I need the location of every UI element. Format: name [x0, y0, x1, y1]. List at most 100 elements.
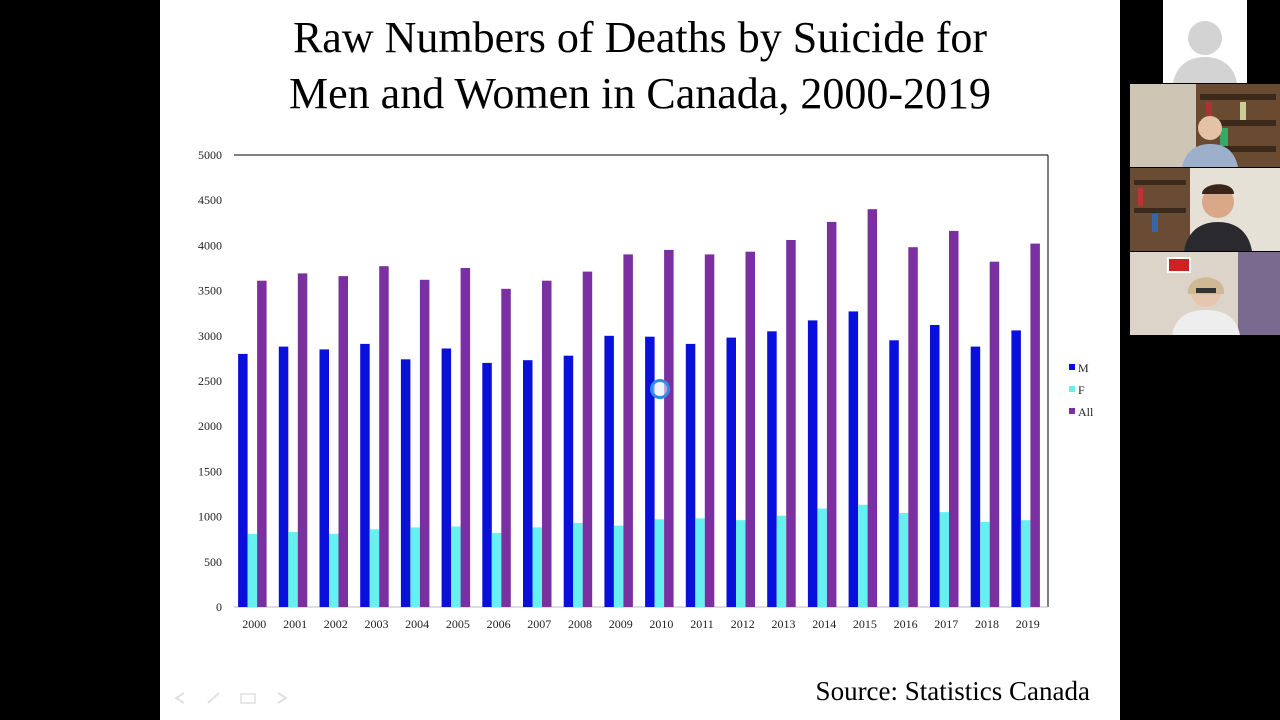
bar-m-2015	[848, 311, 859, 607]
bar-all-2000	[257, 280, 267, 607]
bar-f-2011	[695, 518, 705, 607]
legend-label-f: F	[1078, 383, 1085, 397]
next-slide-icon[interactable]	[272, 690, 292, 706]
bar-m-2013	[767, 331, 777, 607]
source-caption: Source: Statistics Canada	[815, 676, 1090, 706]
bar-all-2010	[664, 249, 674, 607]
bar-all-2008	[582, 271, 593, 607]
bar-m-2009	[604, 335, 614, 607]
x-tick-label: 2017	[934, 617, 958, 631]
participant-video-icon	[1130, 252, 1280, 335]
legend-label-m: M	[1078, 361, 1089, 375]
participant-tile-4[interactable]	[1130, 252, 1280, 335]
x-tick-label: 2002	[324, 617, 348, 631]
bar-all-2014	[826, 221, 837, 607]
video-participant-panel	[1130, 0, 1280, 336]
x-tick-label: 2012	[731, 617, 755, 631]
x-tick-label: 2000	[242, 617, 266, 631]
x-tick-label: 2014	[812, 617, 836, 631]
bar-all-2017	[949, 230, 959, 607]
bar-f-2008	[573, 522, 583, 607]
bar-f-2015	[858, 504, 868, 607]
bar-all-2009	[623, 254, 633, 607]
y-tick-label: 4000	[198, 238, 222, 252]
bar-m-2012	[726, 337, 736, 607]
previous-slide-icon[interactable]	[170, 690, 190, 706]
bar-f-2007	[532, 527, 542, 607]
bar-f-2003	[369, 529, 380, 607]
participant-placeholder	[1163, 0, 1247, 83]
bar-m-2011	[685, 343, 696, 607]
bar-f-2013	[776, 515, 787, 607]
legend-swatch-all	[1069, 408, 1075, 414]
bar-m-2004	[400, 359, 411, 607]
bar-m-2010	[645, 336, 655, 607]
legend-label-all: All	[1078, 405, 1094, 419]
bar-m-2008	[563, 355, 574, 607]
bar-m-2016	[889, 340, 899, 607]
bar-m-2002	[319, 349, 329, 607]
bar-m-2014	[807, 320, 818, 607]
bar-all-2005	[460, 268, 471, 607]
y-tick-label: 2000	[198, 419, 222, 433]
participant-tile-3[interactable]	[1130, 168, 1280, 251]
y-tick-label: 0	[216, 600, 222, 614]
x-tick-label: 2009	[609, 617, 633, 631]
slide-title-line-2: Men and Women in Canada, 2000-2019	[289, 69, 991, 118]
bar-f-2017	[939, 512, 949, 607]
participant-tile-2[interactable]	[1130, 84, 1280, 167]
x-tick-label: 2004	[405, 617, 429, 631]
x-tick-label: 2010	[649, 617, 673, 631]
y-tick-label: 1000	[198, 510, 222, 524]
bar-all-2019	[1030, 243, 1040, 607]
bar-m-2007	[523, 360, 533, 607]
bar-all-2012	[745, 251, 755, 607]
y-tick-label: 5000	[198, 148, 222, 162]
bar-f-2019	[1020, 520, 1031, 607]
x-tick-label: 2019	[1016, 617, 1040, 631]
x-tick-label: 2013	[772, 617, 796, 631]
bar-f-2001	[288, 532, 298, 607]
bar-m-2006	[482, 362, 492, 607]
participant-video-icon	[1130, 84, 1280, 167]
slide-navigation[interactable]	[170, 690, 292, 706]
bar-all-2015	[867, 209, 878, 607]
x-tick-label: 2001	[283, 617, 307, 631]
bar-f-2014	[817, 508, 827, 607]
avatar-placeholder-icon	[1173, 21, 1237, 83]
bar-all-2003	[379, 266, 389, 607]
x-tick-label: 2011	[690, 617, 714, 631]
y-tick-label: 2500	[198, 374, 222, 388]
slide-title-line-1: Raw Numbers of Deaths by Suicide for	[292, 13, 988, 62]
bar-f-2006	[491, 532, 502, 607]
x-tick-label: 2008	[568, 617, 592, 631]
x-tick-label: 2016	[894, 617, 918, 631]
bar-f-2000	[247, 533, 258, 607]
bar-f-2016	[898, 513, 909, 607]
x-tick-label: 2018	[975, 617, 999, 631]
bar-all-2002	[338, 276, 348, 607]
bar-m-2001	[278, 346, 289, 607]
x-tick-label: 2006	[487, 617, 511, 631]
bar-f-2004	[410, 527, 420, 607]
pointer-cursor-icon	[650, 379, 670, 399]
x-tick-label: 2005	[446, 617, 470, 631]
legend-swatch-f	[1069, 386, 1075, 392]
bar-all-2004	[419, 279, 430, 607]
x-tick-label: 2003	[365, 617, 389, 631]
slide-menu-icon[interactable]	[238, 690, 258, 706]
bar-all-2007	[542, 280, 552, 607]
bar-all-2018	[989, 261, 1000, 607]
bar-all-2006	[501, 288, 511, 607]
y-tick-label: 4500	[198, 193, 222, 207]
bar-m-2005	[441, 348, 452, 607]
bar-all-2011	[704, 254, 715, 607]
y-tick-label: 3500	[198, 284, 222, 298]
bar-m-2003	[360, 343, 370, 607]
pen-icon[interactable]	[204, 690, 224, 706]
bar-m-2017	[930, 325, 940, 607]
y-tick-label: 1500	[198, 464, 222, 478]
participant-tile-1[interactable]	[1130, 0, 1280, 83]
bar-f-2009	[613, 525, 624, 607]
bar-m-2000	[238, 353, 248, 607]
